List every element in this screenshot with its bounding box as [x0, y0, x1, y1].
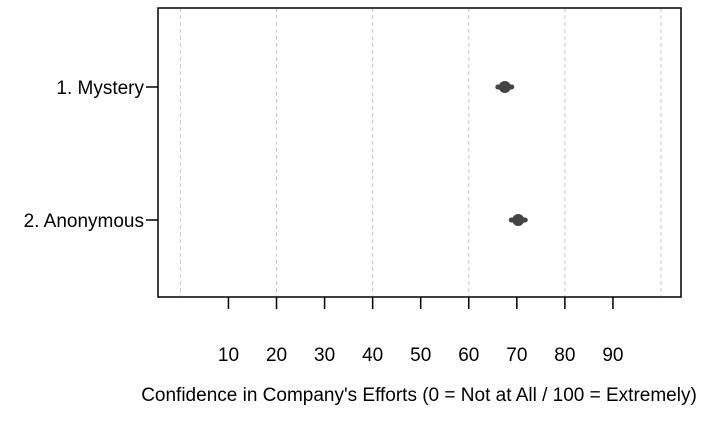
x-tick-label: 70	[506, 345, 527, 366]
x-tick-label: 90	[602, 345, 623, 366]
data-point	[512, 214, 525, 226]
x-tick-label: 10	[218, 345, 239, 366]
x-tick-label: 60	[458, 345, 479, 366]
category-label: 2. Anonymous	[24, 211, 144, 232]
category-axis: 1. Mystery 2. Anonymous	[24, 78, 158, 232]
x-tick-label: 40	[362, 345, 383, 366]
x-axis: 10 20 30 40 50 60 70 80 90	[218, 297, 624, 366]
x-tick-label: 30	[314, 345, 335, 366]
x-tick-label: 50	[410, 345, 431, 366]
data-point	[498, 81, 511, 93]
grid-layer	[179, 8, 662, 297]
x-tick-label: 20	[266, 345, 287, 366]
plot-frame	[157, 7, 682, 298]
x-tick-label: 80	[554, 345, 575, 366]
x-axis-title: Confidence in Company's Efforts (0 = Not…	[141, 385, 697, 406]
category-label: 1. Mystery	[56, 78, 144, 99]
data-points	[495, 81, 528, 226]
